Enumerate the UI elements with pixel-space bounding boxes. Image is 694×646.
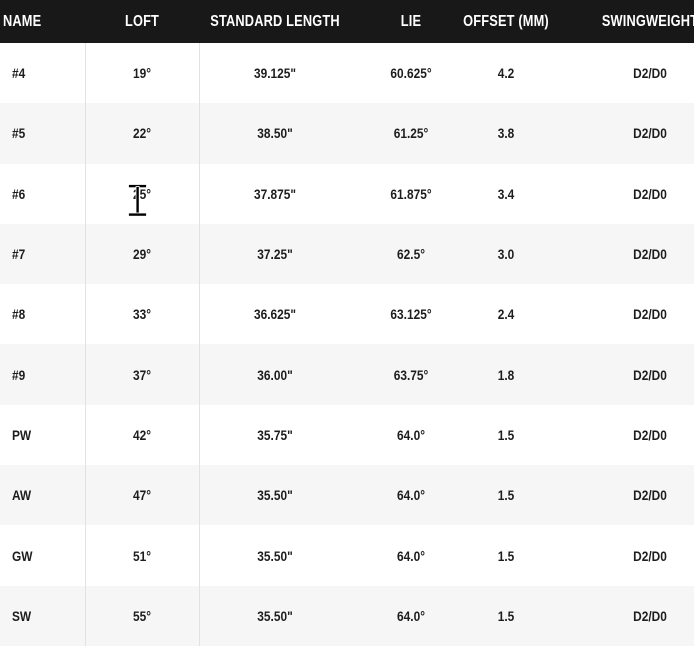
cell-loft: 42°: [133, 426, 151, 443]
cell-swingweight: D2/D0: [633, 426, 667, 443]
cell-name: #8: [12, 306, 26, 323]
cell-loft: 51°: [133, 547, 151, 564]
table-row: SW 55° 35.50" 64.0° 1.5 D2/D0: [0, 585, 694, 646]
cell-name: #6: [12, 185, 26, 202]
cell-lie: 64.0°: [397, 547, 425, 564]
table-row: #7 29° 37.25" 62.5° 3.0 D2/D0: [0, 223, 694, 285]
table-row: #6 25° 37.875" 61.875° 3.4 D2/D0: [0, 163, 694, 224]
column-header-name: NAME: [3, 12, 42, 30]
cell-offset: 2.4: [497, 306, 515, 323]
cell-length: 35.50": [257, 487, 293, 504]
cell-swingweight: D2/D0: [633, 547, 667, 564]
column-header-offset: OFFSET (MM): [463, 12, 549, 30]
table-row: #9 37° 36.00" 63.75° 1.8 D2/D0: [0, 344, 694, 405]
cell-swingweight: D2/D0: [633, 366, 667, 383]
cell-name: #7: [12, 246, 26, 263]
cell-lie: 64.0°: [397, 426, 425, 443]
cell-lie: 63.75°: [393, 366, 429, 383]
cell-length: 35.50": [257, 547, 293, 564]
column-header-loft: LOFT: [124, 12, 160, 30]
column-divider: [199, 43, 200, 646]
cell-name: #4: [12, 65, 26, 82]
cell-loft: 22°: [133, 125, 151, 142]
table-row: #5 22° 38.50" 61.25° 3.8 D2/D0: [0, 103, 694, 164]
cell-swingweight: D2/D0: [633, 607, 667, 624]
cell-offset: 3.8: [497, 125, 515, 142]
cell-swingweight: D2/D0: [633, 65, 667, 82]
cell-loft: 29°: [133, 246, 151, 263]
cell-loft: 33°: [133, 306, 151, 323]
table-row: #8 33° 36.625" 63.125° 2.4 D2/D0: [0, 284, 694, 345]
cell-offset: 3.0: [497, 246, 515, 263]
cell-lie: 62.5°: [397, 246, 425, 263]
cell-lie: 64.0°: [397, 607, 425, 624]
column-divider: [85, 43, 86, 646]
cell-loft: 55°: [133, 607, 151, 624]
cell-name: AW: [12, 487, 32, 504]
cell-loft: 25°: [133, 185, 151, 202]
table-row: PW 42° 35.75" 64.0° 1.5 D2/D0: [0, 404, 694, 466]
table-body: #4 19° 39.125" 60.625° 4.2 D2/D0 #5 22° 38.50" 61…: [0, 43, 694, 646]
cell-swingweight: D2/D0: [633, 185, 667, 202]
cell-length: 35.75": [257, 426, 293, 443]
column-header-swingweight: SWINGWEIGHT: [601, 12, 694, 30]
cell-offset: 4.2: [497, 65, 515, 82]
cell-length: 37.25": [257, 246, 293, 263]
cell-length: 39.125": [253, 65, 297, 82]
cell-offset: 3.4: [497, 185, 515, 202]
cell-length: 36.625": [253, 306, 297, 323]
cell-name: #5: [12, 125, 26, 142]
cell-length: 36.00": [257, 366, 293, 383]
cell-loft: 47°: [133, 487, 151, 504]
cell-loft: 19°: [133, 65, 151, 82]
cell-length: 37.875": [253, 185, 297, 202]
cell-name: GW: [12, 547, 33, 564]
cell-name: #9: [12, 366, 26, 383]
cell-length: 35.50": [257, 607, 293, 624]
cell-lie: 61.25°: [393, 125, 429, 142]
cell-loft: 37°: [133, 366, 151, 383]
cell-offset: 1.5: [497, 547, 515, 564]
table-row: GW 51° 35.50" 64.0° 1.5 D2/D0: [0, 525, 694, 586]
table-header-row: NAME LOFT STANDARD LENGTH LIE OFFSET (MM…: [0, 0, 694, 43]
cell-swingweight: D2/D0: [633, 306, 667, 323]
column-header-lie: LIE: [400, 12, 422, 30]
cell-swingweight: D2/D0: [633, 125, 667, 142]
cell-swingweight: D2/D0: [633, 246, 667, 263]
cell-offset: 1.5: [497, 426, 515, 443]
cell-offset: 1.5: [497, 607, 515, 624]
cell-lie: 60.625°: [390, 65, 432, 82]
table-row: AW 47° 35.50" 64.0° 1.5 D2/D0: [0, 465, 694, 526]
column-header-standard-length: STANDARD LENGTH: [210, 12, 340, 30]
cell-length: 38.50": [257, 125, 293, 142]
cell-lie: 61.875°: [390, 185, 432, 202]
cell-lie: 63.125°: [390, 306, 432, 323]
table-row: #4 19° 39.125" 60.625° 4.2 D2/D0: [0, 43, 694, 104]
cell-swingweight: D2/D0: [633, 487, 667, 504]
cell-offset: 1.8: [497, 366, 515, 383]
cell-name: PW: [12, 426, 32, 443]
cell-lie: 64.0°: [397, 487, 425, 504]
cell-name: SW: [12, 607, 32, 624]
cell-offset: 1.5: [497, 487, 515, 504]
